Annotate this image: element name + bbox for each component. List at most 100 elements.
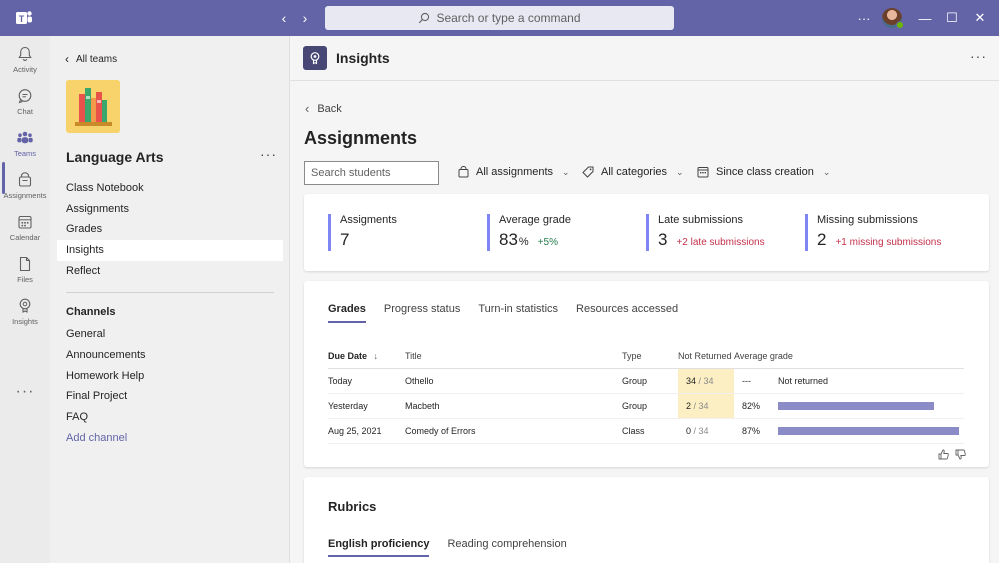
more-icon: ··· [857,10,871,26]
not-returned-count: 0 [686,425,692,436]
total-count: / 34 [698,375,714,386]
team-name: Language Arts [66,149,164,165]
close-button[interactable]: ✕ [969,0,991,36]
tab-grades[interactable]: Grades [328,303,366,323]
channel-announcements[interactable]: Announcements [66,349,146,361]
close-icon: ✕ [974,10,986,25]
stat-value: 3 [658,230,668,249]
chevron-down-icon: ⌄ [822,166,831,177]
total-count: / 34 [693,400,709,411]
not-returned-cell: 34 / 34 [678,368,734,394]
channel-general[interactable]: General [66,328,106,340]
column-label: Due Date [328,350,368,361]
search-icon [419,12,430,24]
grades-table: Due Date ↓ Title Type Not Returned Avera… [328,344,964,444]
rail-label: Files [17,275,33,284]
rail-item-calendar[interactable]: Calendar [0,213,50,253]
tab-turn-in-statistics[interactable]: Turn-in statistics [478,303,559,315]
table-row[interactable]: Yesterday Macbeth Group 2 / 34 82% [328,393,964,419]
team-nav-grades[interactable]: Grades [66,223,103,235]
column-header-title[interactable]: Title [405,344,622,369]
stat-delta: +2 late submissions [676,237,765,248]
team-nav-assignments[interactable]: Assignments [66,203,129,215]
bell-icon [18,46,32,61]
title-cell: Othello [405,368,622,394]
add-channel-link[interactable]: Add channel [66,432,128,444]
table-row[interactable]: Aug 25, 2021 Comedy of Errors Class 0 / 34 8… [328,418,964,444]
presence-available-icon [896,21,904,29]
column-header-not-returned[interactable]: Not Returned [678,344,734,369]
channel-faq[interactable]: FAQ [66,411,89,423]
type-cell: Group [622,393,678,419]
stat-delta: +5% [537,237,558,248]
search-students-input[interactable] [304,161,439,185]
forward-arrow-icon[interactable]: › [302,10,308,26]
rail-item-teams[interactable]: Teams [0,129,50,169]
date-range-filter[interactable]: Since class creation ⌄ [697,166,830,178]
tab-progress-status[interactable]: Progress status [383,303,461,315]
rail-item-activity[interactable]: Activity [0,45,50,85]
stat-assignments: Assigments 7 [328,214,397,251]
rail-item-assignments[interactable]: Assignments [0,171,50,211]
header-more-options-button[interactable]: ··· [970,48,987,64]
team-more-options-button[interactable]: ··· [260,146,277,162]
not-returned-count: 34 [686,375,697,386]
rail-label: Chat [17,107,33,116]
rail-item-insights[interactable]: Insights [0,297,50,337]
all-categories-filter[interactable]: All categories ⌄ [582,166,684,178]
rail-item-files[interactable]: Files [0,255,50,295]
rubric-tabs: English proficiency Reading comprehensio… [328,538,585,557]
summary-card: Assigments 7 Average grade 83% +5% Late … [304,194,989,271]
rail-item-chat[interactable]: Chat [0,87,50,127]
tab-reading-comprehension[interactable]: Reading comprehension [447,538,567,550]
command-search-box[interactable]: Search or type a command [325,6,674,30]
not-returned-count: 2 [686,400,692,411]
not-returned-cell: 2 / 34 [678,393,734,419]
stat-label: Average grade [499,214,571,226]
tab-english-proficiency[interactable]: English proficiency [328,538,430,557]
rail-label: Assignments [3,191,47,200]
not-returned-cell: 0 / 34 [678,418,734,444]
all-assignments-filter[interactable]: All assignments ⌄ [458,166,570,178]
table-row[interactable]: Today Othello Group 34 / 34 --- Not returned [328,368,964,394]
team-nav-reflect[interactable]: Reflect [66,265,101,277]
team-nav-class-notebook[interactable]: Class Notebook [66,182,144,194]
chevron-down-icon: ⌄ [676,166,684,177]
page-title: Insights [336,50,390,66]
tab-resources-accessed[interactable]: Resources accessed [576,303,679,315]
filter-label: All categories [601,166,668,178]
rail-label: Insights [12,317,38,326]
column-header-average-grade[interactable]: Average grade [734,344,964,369]
title-cell: Comedy of Errors [405,418,622,444]
app-rail: Activity Chat Teams Assignments Calendar… [0,36,50,563]
chevron-down-icon: ⌄ [562,166,570,177]
stat-label: Assigments [340,214,397,226]
channel-homework-help[interactable]: Homework Help [66,370,145,382]
rail-more-apps-button[interactable]: ··· [15,383,35,400]
grade-bar-cell: Not returned [778,368,964,394]
column-header-type[interactable]: Type [622,344,678,369]
stat-value: 2 [817,230,827,249]
channel-final-project[interactable]: Final Project [66,390,128,402]
rubrics-card: Rubrics English proficiency Reading comp… [304,477,989,563]
stat-label: Missing submissions [817,214,918,226]
all-teams-link[interactable]: ‹ All teams [65,52,117,66]
stat-unit: % [518,236,529,248]
back-link[interactable]: ‹ Back [305,101,342,116]
due-date-cell: Yesterday [328,393,405,419]
team-nav-insights[interactable]: Insights [57,240,283,261]
column-header-due-date[interactable]: Due Date ↓ [328,344,405,369]
files-icon [19,256,31,272]
minimize-icon: — [918,10,932,26]
thumbs-up-icon[interactable] [938,449,949,460]
assignments-heading: Assignments [304,128,418,148]
titlebar-more-button[interactable]: ··· [853,0,875,36]
due-date-cell: Today [328,368,405,394]
minimize-button[interactable]: — [914,0,936,36]
maximize-button[interactable]: ☐ [941,0,963,36]
back-arrow-icon[interactable]: ‹ [281,10,287,26]
table-header-row: Due Date ↓ Title Type Not Returned Avera… [328,344,964,369]
rubrics-heading: Rubrics [328,499,377,514]
thumbs-down-icon[interactable] [955,449,966,460]
total-count: / 34 [693,425,709,436]
